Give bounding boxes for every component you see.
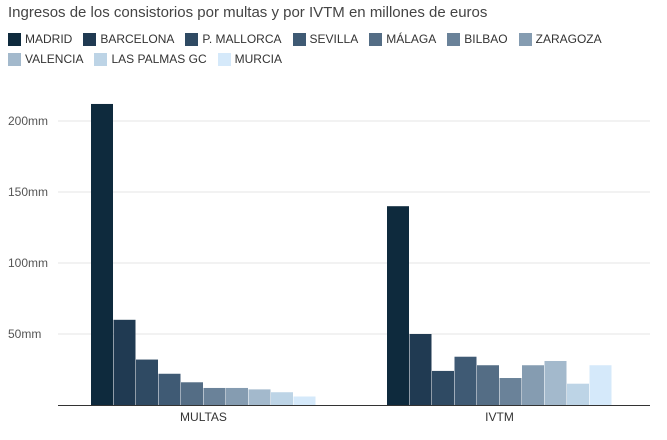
- legend-item-1: BARCELONA: [83, 31, 174, 47]
- legend-label: LAS PALMAS GC: [111, 52, 207, 66]
- bar: [432, 370, 454, 405]
- legend-item-5: BILBAO: [447, 31, 508, 47]
- y-tick-label: 100mm: [8, 256, 48, 270]
- y-tick-label: 50mm: [8, 327, 41, 341]
- bar: [409, 334, 432, 405]
- legend-label: MADRID: [25, 32, 73, 46]
- bar: [567, 383, 589, 405]
- bar: [113, 319, 136, 405]
- legend-label: MURCIA: [234, 52, 282, 66]
- legend-swatch: [447, 32, 461, 46]
- legend-label: BILBAO: [464, 32, 508, 46]
- bar: [158, 373, 181, 405]
- bar: [248, 389, 271, 405]
- bar: [136, 359, 158, 405]
- legend-swatch: [8, 32, 21, 46]
- bar: [203, 387, 226, 405]
- legend-swatch: [369, 32, 383, 46]
- bar: [522, 365, 544, 405]
- legend-label: SEVILLA: [309, 32, 359, 46]
- bar: [226, 387, 248, 405]
- bar: [271, 392, 293, 405]
- legend-swatch: [292, 32, 306, 46]
- legend-label: BARCELONA: [100, 32, 175, 46]
- bar: [477, 365, 499, 405]
- legend-item-4: MÁLAGA: [369, 31, 436, 47]
- legend-item-6: ZARAGOZA: [518, 31, 602, 47]
- legend-label: MÁLAGA: [386, 32, 437, 46]
- bar: [589, 365, 612, 405]
- bar: [91, 103, 113, 406]
- bar: [454, 356, 477, 405]
- bar: [499, 378, 522, 405]
- legend-item-9: MURCIA: [217, 51, 282, 67]
- bar: [544, 360, 567, 405]
- legend-swatch: [217, 52, 231, 66]
- bar: [387, 206, 409, 405]
- x-category-label: MULTAS: [180, 410, 227, 424]
- legend-item-8: LAS PALMAS GC: [94, 51, 207, 67]
- bar: [181, 382, 203, 405]
- chart-title: Ingresos de los consistorios por multas …: [8, 4, 488, 21]
- legend-item-2: P. MALLORCA: [185, 31, 282, 47]
- y-tick-label: 150mm: [8, 185, 48, 199]
- legend-label: ZARAGOZA: [535, 32, 602, 46]
- legend-swatch: [518, 32, 532, 46]
- legend-swatch: [94, 52, 108, 66]
- legend-item-7: VALENCIA: [8, 51, 83, 67]
- legend-swatch: [8, 52, 21, 66]
- y-tick-label: 200mm: [8, 114, 48, 128]
- legend-swatch: [83, 32, 97, 46]
- legend-swatch: [185, 32, 199, 46]
- legend-label: VALENCIA: [25, 52, 84, 66]
- chart-legend: MADRID BARCELONA P. MALLORCA SEVILLA MÁLAGA B…: [8, 31, 648, 67]
- legend-item-0: MADRID: [8, 31, 72, 47]
- x-category-label: IVTM: [485, 410, 514, 424]
- bar: [293, 396, 316, 405]
- legend-label: P. MALLORCA: [202, 32, 282, 46]
- legend-item-3: SEVILLA: [292, 31, 359, 47]
